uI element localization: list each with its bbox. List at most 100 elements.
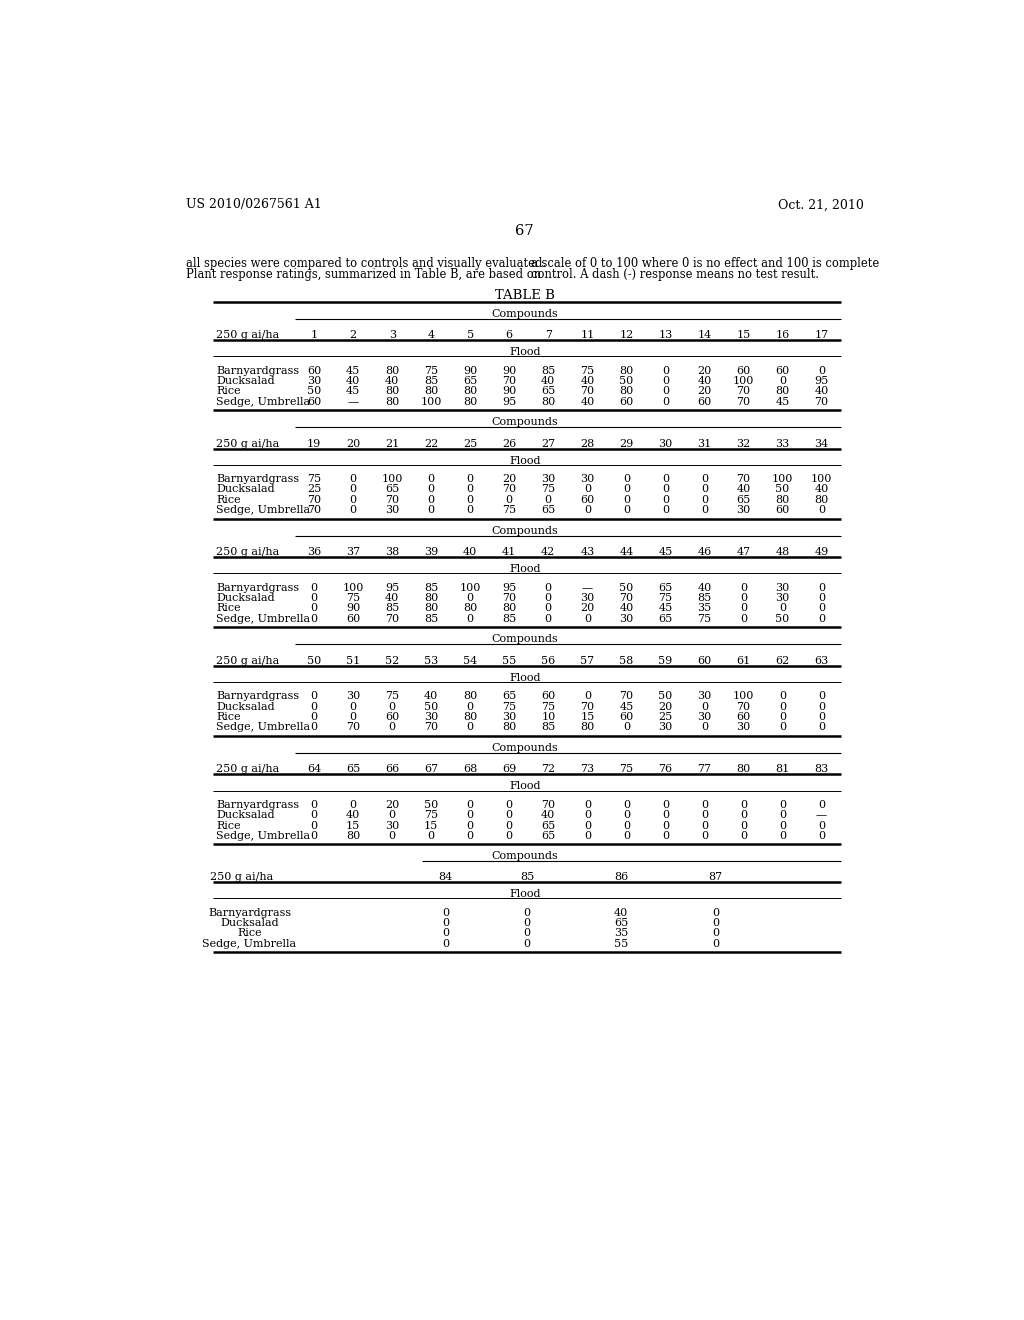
- Text: 80: 80: [502, 722, 516, 733]
- Text: 0: 0: [712, 908, 719, 917]
- Text: Compounds: Compounds: [492, 309, 558, 318]
- Text: 250 g ai/ha: 250 g ai/ha: [216, 438, 280, 449]
- Text: 0: 0: [700, 800, 708, 809]
- Text: 0: 0: [467, 702, 474, 711]
- Text: 0: 0: [818, 800, 825, 809]
- Text: 20: 20: [697, 366, 712, 375]
- Text: 0: 0: [584, 614, 591, 624]
- Text: 15: 15: [346, 821, 360, 830]
- Text: Compounds: Compounds: [492, 525, 558, 536]
- Text: 0: 0: [523, 908, 530, 917]
- Text: 0: 0: [389, 832, 395, 841]
- Text: Rice: Rice: [216, 495, 241, 504]
- Text: 0: 0: [506, 821, 513, 830]
- Text: 80: 80: [620, 366, 634, 375]
- Text: 80: 80: [581, 722, 595, 733]
- Text: 45: 45: [346, 387, 360, 396]
- Text: 40: 40: [697, 376, 712, 385]
- Text: 0: 0: [712, 917, 719, 928]
- Text: 85: 85: [424, 376, 438, 385]
- Text: 26: 26: [502, 438, 516, 449]
- Text: 0: 0: [584, 832, 591, 841]
- Text: 0: 0: [818, 692, 825, 701]
- Text: 48: 48: [775, 548, 790, 557]
- Text: 250 g ai/ha: 250 g ai/ha: [216, 656, 280, 665]
- Text: 40: 40: [541, 810, 555, 820]
- Text: 65: 65: [658, 614, 673, 624]
- Text: 75: 75: [502, 702, 516, 711]
- Text: 69: 69: [502, 764, 516, 775]
- Text: 85: 85: [385, 603, 399, 614]
- Text: 0: 0: [428, 832, 435, 841]
- Text: 50: 50: [424, 702, 438, 711]
- Text: 0: 0: [662, 366, 669, 375]
- Text: 85: 85: [502, 614, 516, 624]
- Text: 80: 80: [775, 387, 790, 396]
- Text: 3: 3: [389, 330, 395, 341]
- Text: 35: 35: [614, 928, 629, 939]
- Text: 0: 0: [818, 603, 825, 614]
- Text: 12: 12: [620, 330, 634, 341]
- Text: 60: 60: [581, 495, 595, 504]
- Text: 40: 40: [814, 484, 828, 495]
- Text: 0: 0: [818, 593, 825, 603]
- Text: 64: 64: [307, 764, 322, 775]
- Text: 40: 40: [541, 376, 555, 385]
- Text: 80: 80: [463, 692, 477, 701]
- Text: 70: 70: [814, 397, 828, 407]
- Text: Rice: Rice: [216, 821, 241, 830]
- Text: 0: 0: [779, 711, 786, 722]
- Text: 80: 80: [463, 603, 477, 614]
- Text: 0: 0: [349, 506, 356, 515]
- Text: 0: 0: [310, 800, 317, 809]
- Text: 85: 85: [541, 722, 555, 733]
- Text: 17: 17: [814, 330, 828, 341]
- Text: 0: 0: [818, 832, 825, 841]
- Text: 40: 40: [581, 397, 595, 407]
- Text: 40: 40: [385, 593, 399, 603]
- Text: 0: 0: [662, 484, 669, 495]
- Text: Oct. 21, 2010: Oct. 21, 2010: [777, 198, 863, 211]
- Text: 50: 50: [307, 656, 322, 665]
- Text: Flood: Flood: [509, 347, 541, 356]
- Text: 0: 0: [779, 692, 786, 701]
- Text: 30: 30: [581, 593, 595, 603]
- Text: 95: 95: [502, 397, 516, 407]
- Text: 28: 28: [581, 438, 595, 449]
- Text: 0: 0: [467, 593, 474, 603]
- Text: 70: 70: [736, 474, 751, 484]
- Text: 66: 66: [385, 764, 399, 775]
- Text: 30: 30: [385, 506, 399, 515]
- Text: 43: 43: [581, 548, 595, 557]
- Text: Plant response ratings, summarized in Table B, are based on: Plant response ratings, summarized in Ta…: [186, 268, 542, 281]
- Text: 60: 60: [736, 366, 751, 375]
- Text: 0: 0: [779, 702, 786, 711]
- Text: 55: 55: [614, 939, 629, 949]
- Text: 75: 75: [697, 614, 712, 624]
- Text: 95: 95: [814, 376, 828, 385]
- Text: 0: 0: [818, 821, 825, 830]
- Text: 0: 0: [428, 495, 435, 504]
- Text: —: —: [816, 810, 827, 820]
- Text: 30: 30: [307, 376, 322, 385]
- Text: 30: 30: [775, 582, 790, 593]
- Text: 95: 95: [502, 582, 516, 593]
- Text: 60: 60: [620, 397, 634, 407]
- Text: 0: 0: [662, 495, 669, 504]
- Text: 20: 20: [502, 474, 516, 484]
- Text: 0: 0: [545, 603, 552, 614]
- Text: 25: 25: [463, 438, 477, 449]
- Text: 0: 0: [545, 593, 552, 603]
- Text: 30: 30: [736, 506, 751, 515]
- Text: 0: 0: [545, 614, 552, 624]
- Text: 10: 10: [541, 711, 555, 722]
- Text: 40: 40: [346, 376, 360, 385]
- Text: 62: 62: [775, 656, 790, 665]
- Text: 70: 70: [502, 593, 516, 603]
- Text: 0: 0: [740, 603, 746, 614]
- Text: 0: 0: [389, 702, 395, 711]
- Text: 20: 20: [581, 603, 595, 614]
- Text: 56: 56: [541, 656, 555, 665]
- Text: 100: 100: [342, 582, 364, 593]
- Text: 250 g ai/ha: 250 g ai/ha: [216, 764, 280, 775]
